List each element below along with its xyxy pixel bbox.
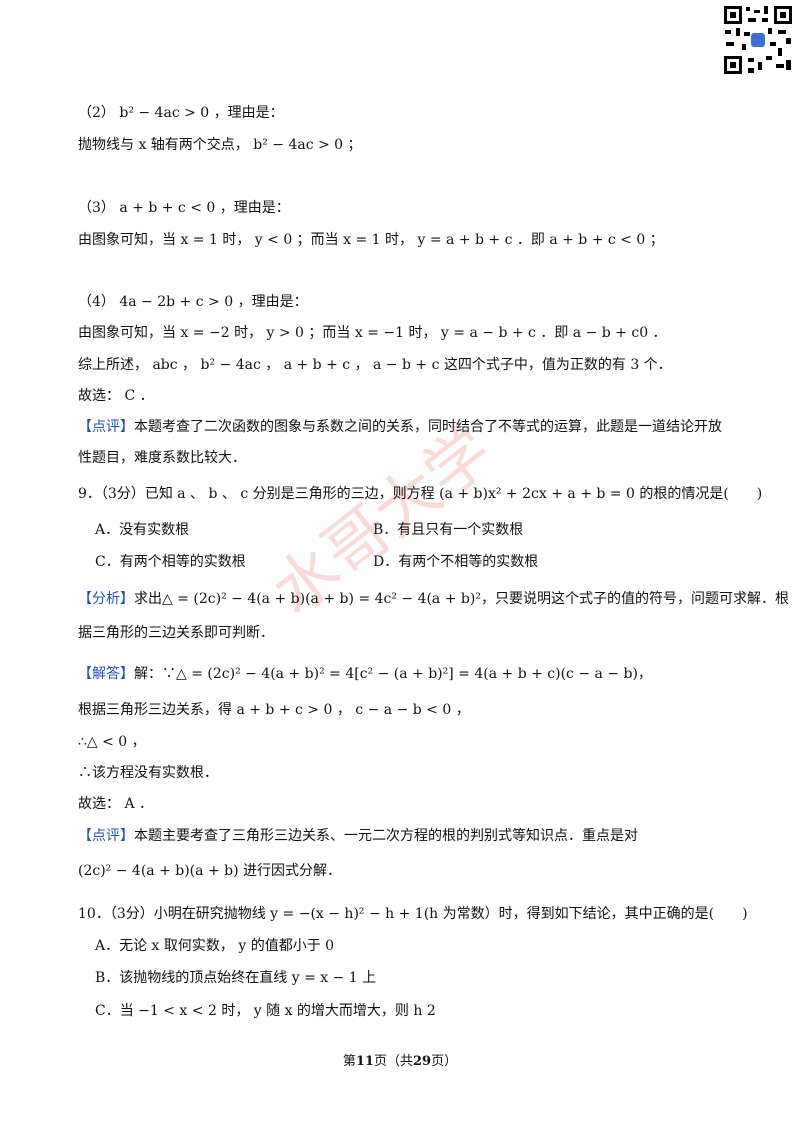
text-line: 性题目，难度系数比较大． — [78, 448, 246, 468]
line-text: 抛物线与 x 轴有两个交点， b² − 4ac > 0 ； — [78, 137, 362, 153]
text-line: 【点评】本题考查了二次函数的图象与系数之间的关系，同时结合了不等式的运算，此题是… — [78, 417, 722, 437]
text-line: 故选： C ． — [78, 386, 154, 406]
text-line: 【分析】求出△ = (2c)² − 4(a + b)(a + b) = 4c² … — [78, 589, 789, 609]
text-line: 【点评】本题主要考查了三角形三边关系、一元二次方程的根的判别式等知识点．重点是对 — [78, 826, 638, 846]
page-number: 11 — [355, 1054, 374, 1069]
line-text: ∴△ < 0 ， — [78, 734, 146, 750]
line-text: 本题考查了二次函数的图象与系数之间的关系，同时结合了不等式的运算，此题是一道结论… — [134, 419, 722, 435]
text-line: 由图象可知，当 x = 1 时， y < 0 ；而当 x = 1 时， y = … — [78, 230, 664, 250]
line-text: 解：∵△ = (2c)² − 4(a + b)² = 4[c² − (a + b… — [134, 666, 652, 682]
line-text: 求出△ = (2c)² − 4(a + b)(a + b) = 4c² − 4(… — [134, 591, 789, 607]
footer-text: 第 — [342, 1054, 356, 1069]
text-line: 9．（3分）已知 a 、 b 、 c 分别是三角形的三边，则方程 (a + b)… — [78, 484, 762, 504]
text-line: 据三角形的三边关系即可判断． — [78, 623, 274, 643]
text-line: 由图象可知，当 x = −2 时， y > 0 ；而当 x = −1 时， y … — [78, 323, 667, 343]
text-line: (2c)² − 4(a + b)(a + b) 进行因式分解． — [78, 861, 341, 881]
line-text: 9．（3分）已知 a 、 b 、 c 分别是三角形的三边，则方程 (a + b)… — [78, 486, 763, 502]
text-line: 故选： A ． — [78, 794, 153, 814]
page-total: 29 — [413, 1054, 432, 1069]
line-text: 由图象可知，当 x = −2 时， y > 0 ；而当 x = −1 时， y … — [78, 325, 667, 341]
text-line: 综上所述， abc ， b² − 4ac ， a + b + c ， a − b… — [78, 355, 672, 375]
line-text: ∴该方程没有实数根． — [78, 765, 218, 781]
section-tag: 【点评】 — [78, 419, 134, 435]
text-line: B．该抛物线的顶点始终在直线 y = x − 1 上 — [95, 968, 376, 988]
section-tag: 【分析】 — [78, 591, 134, 607]
footer-text: 页（共 — [373, 1054, 413, 1069]
footer-text: 页） — [431, 1054, 458, 1069]
line-text: 由图象可知，当 x = 1 时， y < 0 ；而当 x = 1 时， y = … — [78, 232, 664, 248]
option: A．没有实数根 — [95, 522, 190, 538]
line-text: 根据三角形三边关系，得 a + b + c > 0 ， c − a − b < … — [78, 702, 470, 718]
line-text: 故选： A ． — [78, 796, 154, 812]
option: B．有且只有一个实数根 — [373, 522, 524, 538]
text-line: A．无论 x 取何实数， y 的值都小于 0 — [95, 936, 334, 956]
line-text: 性题目，难度系数比较大． — [78, 450, 246, 466]
line-text: 据三角形的三边关系即可判断． — [78, 625, 274, 641]
text-line: （3） a + b + c < 0 ，理由是： — [78, 198, 290, 218]
section-tag: 【点评】 — [78, 828, 134, 844]
line-text: （4） 4a − 2b + c > 0 ，理由是： — [78, 294, 308, 310]
line-text: (2c)² − 4(a + b)(a + b) 进行因式分解． — [78, 863, 341, 879]
line-text: （2） b² − 4ac > 0 ，理由是： — [78, 105, 284, 121]
line-text: B．该抛物线的顶点始终在直线 y = x − 1 上 — [95, 970, 377, 986]
text-line: 根据三角形三边关系，得 a + b + c > 0 ， c − a − b < … — [78, 700, 470, 720]
line-text: （3） a + b + c < 0 ，理由是： — [78, 200, 290, 216]
text-line: 【解答】解：∵△ = (2c)² − 4(a + b)² = 4[c² − (a… — [78, 664, 652, 684]
option: C．有两个相等的实数根 — [95, 554, 246, 570]
line-text: 故选： C ． — [78, 388, 154, 404]
text-line: （4） 4a − 2b + c > 0 ，理由是： — [78, 292, 308, 312]
line-text: 10．（3分）小明在研究抛物线 y = −(x − h)² − h + 1(h … — [78, 906, 748, 922]
text-line: 10．（3分）小明在研究抛物线 y = −(x − h)² − h + 1(h … — [78, 904, 748, 924]
option: D．有两个不相等的实数根 — [373, 554, 539, 570]
text-line: 抛物线与 x 轴有两个交点， b² − 4ac > 0 ； — [78, 135, 362, 155]
page-footer: 第11页（共29页） — [0, 1050, 800, 1069]
line-text: 本题主要考查了三角形三边关系、一元二次方程的根的判别式等知识点．重点是对 — [134, 828, 638, 844]
line-text: 综上所述， abc ， b² − 4ac ， a + b + c ， a − b… — [78, 357, 672, 373]
text-line: C．当 −1 < x < 2 时， y 随 x 的增大而增大，则 h 2 — [95, 1001, 436, 1021]
line-text: C．当 −1 < x < 2 时， y 随 x 的增大而增大，则 h 2 — [95, 1003, 436, 1019]
text-line: ∴△ < 0 ， — [78, 732, 146, 752]
text-line: （2） b² − 4ac > 0 ，理由是： — [78, 103, 284, 123]
section-tag: 【解答】 — [78, 666, 134, 682]
line-text: A．无论 x 取何实数， y 的值都小于 0 — [95, 938, 335, 954]
qr-code — [722, 4, 794, 76]
text-line: ∴该方程没有实数根． — [78, 763, 218, 783]
